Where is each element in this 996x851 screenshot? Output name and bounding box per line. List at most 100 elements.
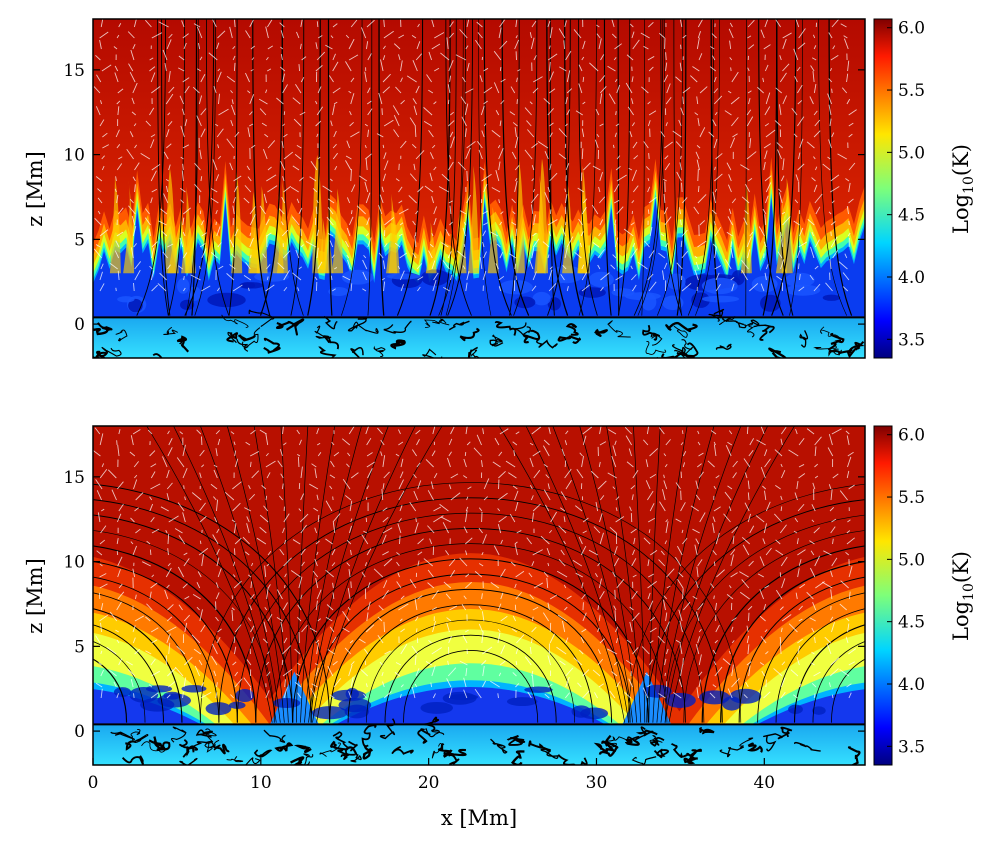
velocity-vector bbox=[564, 606, 568, 611]
velocity-vector bbox=[713, 506, 721, 512]
velocity-vector bbox=[448, 32, 454, 39]
velocity-vector bbox=[463, 475, 468, 479]
velocity-vector bbox=[448, 438, 453, 446]
velocity-vector bbox=[509, 111, 516, 116]
velocity-vector bbox=[415, 429, 421, 435]
velocity-vector bbox=[216, 287, 220, 292]
velocity-vector bbox=[163, 151, 169, 160]
velocity-vector bbox=[782, 216, 791, 226]
velocity-vector bbox=[839, 490, 848, 501]
velocity-vector bbox=[831, 518, 837, 523]
velocity-vector bbox=[438, 186, 450, 193]
velocity-vector bbox=[575, 505, 583, 512]
velocity-vector bbox=[512, 615, 517, 622]
magnetic-field-line bbox=[687, 19, 715, 316]
velocity-vector bbox=[516, 634, 525, 644]
velocity-vector bbox=[300, 493, 305, 501]
velocity-vector bbox=[459, 29, 468, 39]
velocity-vector bbox=[399, 535, 401, 545]
velocity-vector bbox=[400, 140, 407, 149]
velocity-vector bbox=[683, 601, 691, 611]
velocity-vector bbox=[713, 76, 717, 83]
velocity-vector bbox=[743, 458, 751, 468]
magnetic-field-line bbox=[771, 19, 797, 316]
velocity-vector bbox=[381, 671, 384, 677]
velocity-vector bbox=[600, 272, 610, 281]
velocity-vector bbox=[196, 115, 202, 127]
velocity-vector bbox=[777, 149, 782, 160]
velocity-vector bbox=[608, 429, 617, 435]
velocity-vector bbox=[561, 448, 565, 457]
velocity-vector bbox=[181, 20, 185, 28]
velocity-vector bbox=[282, 668, 293, 677]
velocity-vector bbox=[549, 529, 553, 534]
velocity-vector bbox=[99, 468, 108, 479]
velocity-vector bbox=[231, 607, 235, 611]
velocity-vector bbox=[498, 471, 506, 479]
velocity-vector bbox=[150, 170, 157, 182]
velocity-vector bbox=[511, 628, 518, 633]
velocity-vector bbox=[134, 648, 140, 655]
velocity-vector bbox=[612, 445, 617, 457]
velocity-vector bbox=[116, 34, 120, 39]
velocity-vector bbox=[215, 692, 218, 699]
velocity-vector bbox=[262, 638, 268, 644]
velocity-vector bbox=[810, 567, 816, 578]
velocity-vector bbox=[96, 490, 102, 501]
convection-field-line bbox=[179, 739, 195, 753]
velocity-vector bbox=[116, 144, 121, 149]
spicule bbox=[272, 194, 284, 274]
velocity-vector bbox=[433, 272, 439, 281]
velocity-vector bbox=[498, 286, 502, 292]
convection-field-line bbox=[195, 729, 213, 738]
velocity-vector bbox=[429, 538, 433, 545]
velocity-vector bbox=[760, 426, 765, 435]
velocity-vector bbox=[682, 462, 686, 468]
velocity-vector bbox=[331, 288, 336, 292]
velocity-vector bbox=[297, 604, 302, 611]
convection-field-line bbox=[189, 741, 221, 751]
velocity-vector bbox=[433, 206, 437, 215]
velocity-vector bbox=[608, 93, 616, 105]
velocity-vector bbox=[440, 52, 450, 61]
velocity-vector bbox=[212, 534, 219, 545]
velocity-vector bbox=[598, 461, 601, 468]
velocity-vector bbox=[545, 504, 550, 512]
velocity-vector bbox=[297, 662, 301, 666]
velocity-vector bbox=[599, 93, 603, 105]
velocity-vector bbox=[244, 551, 250, 556]
velocity-vector bbox=[679, 620, 683, 633]
velocity-vector bbox=[215, 221, 217, 226]
velocity-vector bbox=[842, 286, 849, 292]
velocity-vector bbox=[412, 98, 417, 105]
velocity-vector bbox=[234, 537, 242, 545]
velocity-vector bbox=[666, 83, 671, 94]
velocity-vector bbox=[215, 582, 219, 589]
velocity-vector bbox=[664, 155, 669, 160]
velocity-vector bbox=[677, 578, 684, 589]
velocity-vector bbox=[367, 53, 372, 61]
velocity-vector bbox=[559, 660, 566, 666]
velocity-vector bbox=[483, 496, 488, 501]
velocity-vector bbox=[134, 507, 139, 512]
velocity-vector bbox=[712, 684, 717, 688]
velocity-vector bbox=[174, 528, 183, 534]
velocity-vector bbox=[176, 457, 185, 468]
velocity-vector bbox=[183, 275, 185, 281]
convection-field-line bbox=[245, 757, 261, 765]
velocity-vector bbox=[781, 614, 792, 622]
velocity-vector bbox=[431, 665, 436, 677]
velocity-vector bbox=[678, 609, 683, 622]
velocity-vector bbox=[693, 206, 700, 215]
convection-field-line bbox=[607, 320, 631, 338]
velocity-vector bbox=[713, 95, 723, 105]
velocity-vector bbox=[779, 231, 782, 237]
velocity-vector bbox=[366, 485, 370, 490]
velocity-vector bbox=[465, 573, 470, 578]
velocity-vector bbox=[210, 188, 218, 193]
velocity-vector bbox=[532, 606, 539, 611]
velocity-vector bbox=[199, 516, 207, 523]
velocity-vector bbox=[830, 526, 836, 534]
velocity-vector bbox=[798, 473, 806, 479]
